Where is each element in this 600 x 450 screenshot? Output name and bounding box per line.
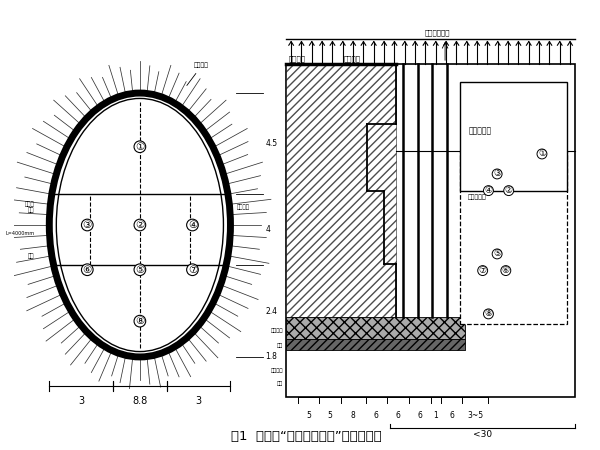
Text: 锚杆: 锚杆 xyxy=(28,253,35,259)
Text: 衬砌: 衬砌 xyxy=(277,381,283,387)
Text: 系统纵向锚杆: 系统纵向锚杆 xyxy=(425,30,451,36)
Text: 钢架未示全: 钢架未示全 xyxy=(468,126,491,135)
Text: ①: ① xyxy=(135,142,145,152)
Text: 超前支护: 超前支护 xyxy=(271,328,283,333)
Text: 1: 1 xyxy=(433,410,438,419)
Text: 图1  河底段“三台阶七步法”施工步序图: 图1 河底段“三台阶七步法”施工步序图 xyxy=(231,430,382,443)
Text: ⑦: ⑦ xyxy=(188,265,197,274)
Text: 初期支护: 初期支护 xyxy=(236,204,250,210)
Text: 水平射
锚杆: 水平射 锚杆 xyxy=(25,201,35,213)
Text: ④: ④ xyxy=(188,220,197,230)
Bar xyxy=(286,64,575,397)
Text: 3: 3 xyxy=(78,396,84,406)
Text: 5: 5 xyxy=(328,410,332,419)
Bar xyxy=(286,339,466,350)
Text: 初期支护面: 初期支护面 xyxy=(468,194,487,200)
Text: ①: ① xyxy=(538,149,546,158)
Text: <30: <30 xyxy=(473,430,492,439)
Text: 4: 4 xyxy=(266,225,271,234)
Text: ⑥: ⑥ xyxy=(83,265,92,274)
Text: ⑤: ⑤ xyxy=(135,265,145,274)
Text: 2.4: 2.4 xyxy=(266,306,278,315)
Text: L=4000mm: L=4000mm xyxy=(5,231,35,236)
Text: 6: 6 xyxy=(395,410,400,419)
Text: 仰拱: 仰拱 xyxy=(277,343,283,348)
Text: ⑥: ⑥ xyxy=(502,266,510,275)
Text: 6: 6 xyxy=(418,410,422,419)
Text: 4.5: 4.5 xyxy=(266,139,278,148)
Text: 6: 6 xyxy=(374,410,379,419)
Bar xyxy=(286,64,396,317)
Text: 3: 3 xyxy=(196,396,202,406)
Text: 初期支护: 初期支护 xyxy=(344,55,361,62)
Bar xyxy=(460,82,566,191)
Text: 二次衬砌: 二次衬砌 xyxy=(289,55,306,62)
Bar xyxy=(460,151,566,324)
Text: ⑧: ⑧ xyxy=(135,316,145,326)
Text: 初期支护: 初期支护 xyxy=(271,368,283,373)
Text: 5: 5 xyxy=(306,410,311,419)
Text: ④: ④ xyxy=(484,186,493,195)
Text: ②: ② xyxy=(135,220,145,230)
Text: ⑦: ⑦ xyxy=(479,266,487,275)
Bar xyxy=(286,317,466,339)
Text: 8.8: 8.8 xyxy=(132,396,148,406)
Text: ③: ③ xyxy=(493,170,501,179)
Text: 1.8: 1.8 xyxy=(266,352,277,361)
Text: ③: ③ xyxy=(83,220,92,230)
Text: ②: ② xyxy=(505,186,513,195)
Text: 系统锚杆: 系统锚杆 xyxy=(187,63,209,86)
Text: 8: 8 xyxy=(351,410,356,419)
Text: ⑤: ⑤ xyxy=(493,249,501,258)
Text: 6: 6 xyxy=(449,410,454,419)
Text: 3~5: 3~5 xyxy=(467,410,484,419)
Text: ⑧: ⑧ xyxy=(484,310,493,319)
